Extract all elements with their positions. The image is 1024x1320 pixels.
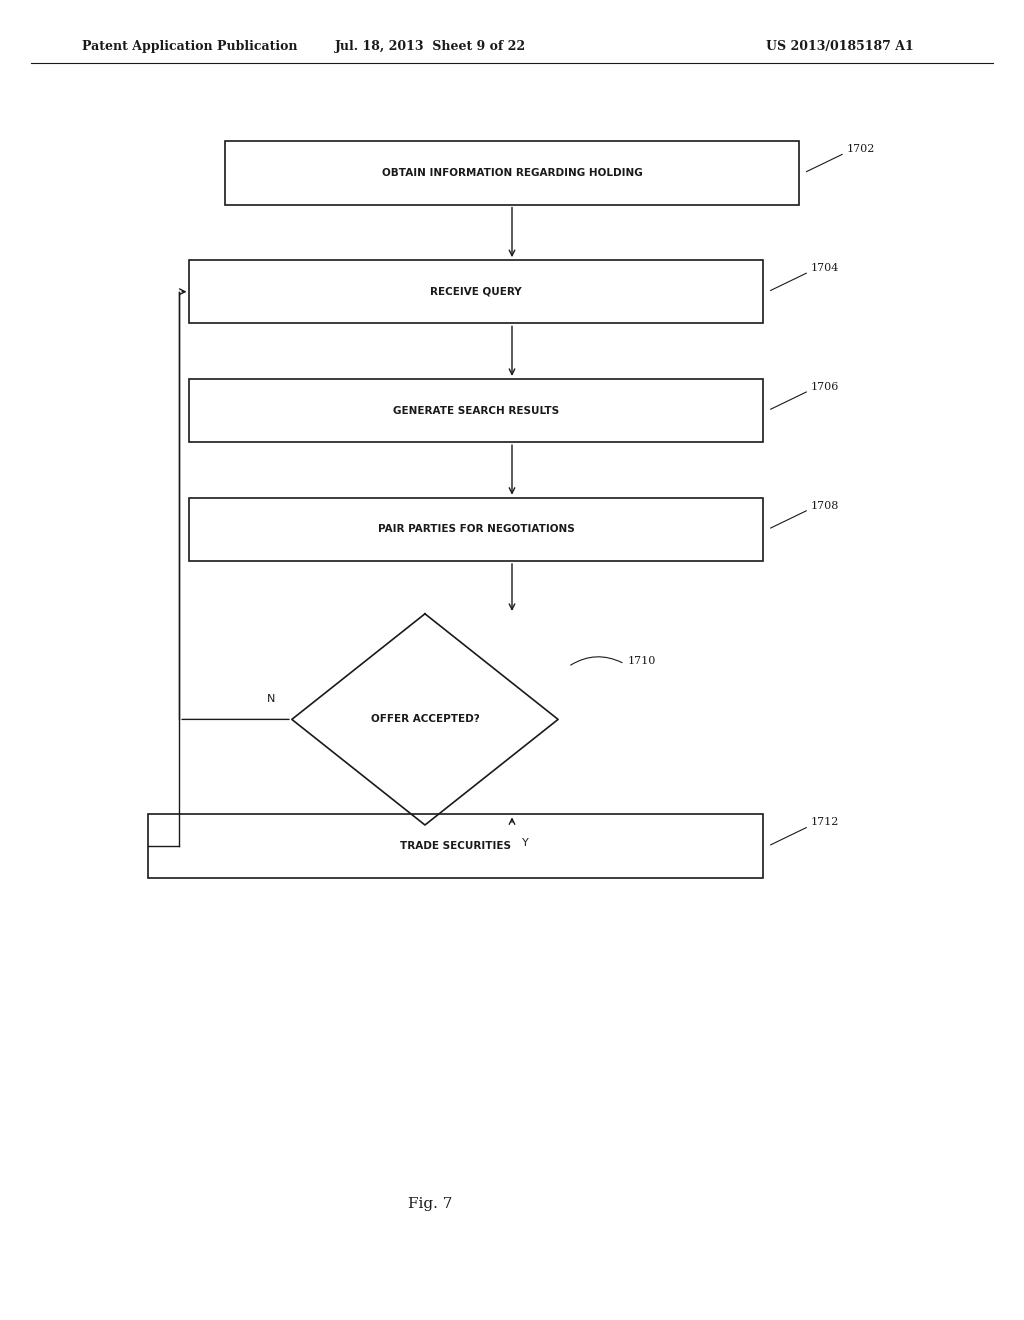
Text: 1708: 1708 xyxy=(811,500,840,511)
Text: 1702: 1702 xyxy=(847,144,876,154)
Text: GENERATE SEARCH RESULTS: GENERATE SEARCH RESULTS xyxy=(393,405,559,416)
Text: 1710: 1710 xyxy=(628,656,656,667)
Text: OBTAIN INFORMATION REGARDING HOLDING: OBTAIN INFORMATION REGARDING HOLDING xyxy=(382,168,642,178)
Text: N: N xyxy=(267,693,275,704)
Text: OFFER ACCEPTED?: OFFER ACCEPTED? xyxy=(371,714,479,725)
FancyBboxPatch shape xyxy=(225,141,799,205)
FancyBboxPatch shape xyxy=(148,814,763,878)
Text: 1704: 1704 xyxy=(811,263,840,273)
Text: Y: Y xyxy=(522,838,529,849)
FancyBboxPatch shape xyxy=(189,498,763,561)
Text: US 2013/0185187 A1: US 2013/0185187 A1 xyxy=(766,40,913,53)
Text: Fig. 7: Fig. 7 xyxy=(408,1197,453,1210)
Text: PAIR PARTIES FOR NEGOTIATIONS: PAIR PARTIES FOR NEGOTIATIONS xyxy=(378,524,574,535)
Text: RECEIVE QUERY: RECEIVE QUERY xyxy=(430,286,522,297)
Text: Patent Application Publication: Patent Application Publication xyxy=(82,40,297,53)
Text: Jul. 18, 2013  Sheet 9 of 22: Jul. 18, 2013 Sheet 9 of 22 xyxy=(335,40,525,53)
Text: TRADE SECURITIES: TRADE SECURITIES xyxy=(400,841,511,851)
FancyBboxPatch shape xyxy=(189,260,763,323)
Text: 1706: 1706 xyxy=(811,381,840,392)
Text: 1712: 1712 xyxy=(811,817,840,828)
FancyBboxPatch shape xyxy=(189,379,763,442)
